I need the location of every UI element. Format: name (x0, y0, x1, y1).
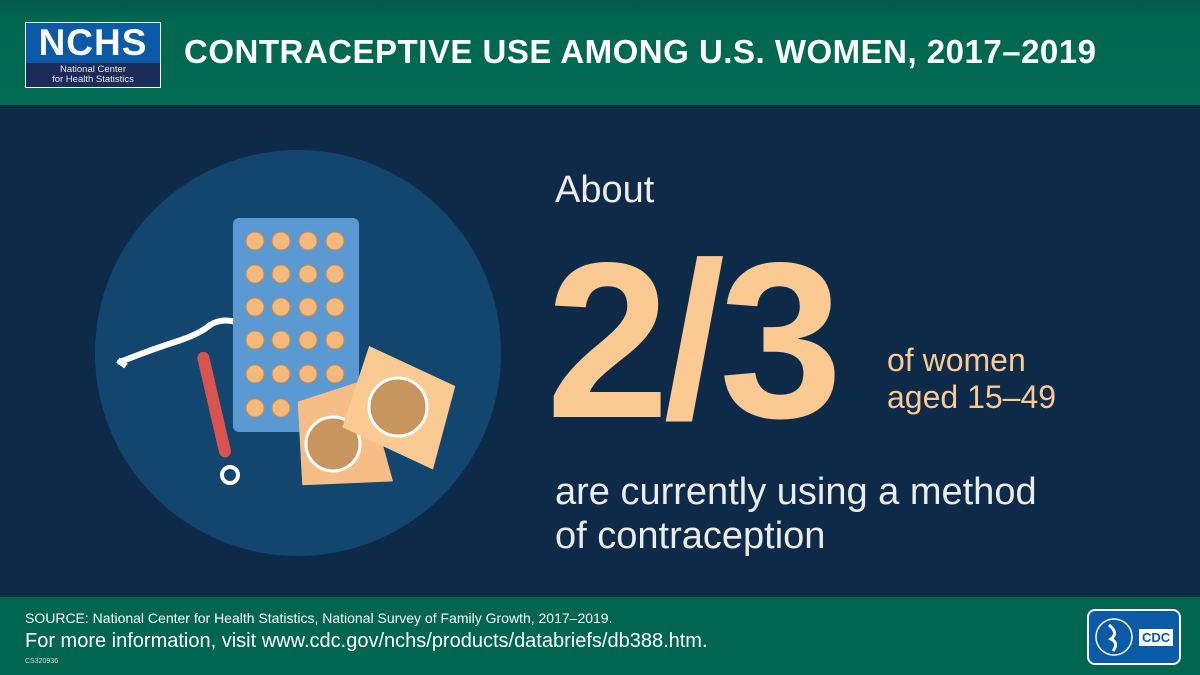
pill-icon (245, 364, 265, 384)
pill-icon (298, 364, 318, 384)
logo-sub-1: National Center (59, 64, 126, 75)
pill-icon (245, 264, 265, 284)
statement-line-1: are currently using a method (555, 471, 1037, 513)
condom-packet-icon (297, 345, 456, 486)
pill-icon (325, 330, 345, 350)
pill-icon (245, 398, 265, 418)
age-range-text: aged 15–49 (887, 379, 1057, 415)
logo-main: NCHS (26, 23, 160, 63)
fraction-stat: 2/3 (546, 217, 843, 465)
pill-icon (245, 231, 265, 251)
pill-icon (298, 231, 318, 251)
cdc-logo-text: CDC (1139, 629, 1174, 646)
pill-icon (325, 231, 345, 251)
more-info-link[interactable]: For more information, visit www.cdc.gov/… (25, 630, 708, 652)
document-code: CS320936 (25, 658, 59, 665)
pill-icon (271, 264, 291, 284)
about-text: About (555, 169, 655, 211)
statement-line-2: of contraception (555, 515, 826, 557)
hhs-eagle-icon (1095, 618, 1133, 656)
pill-icon (245, 297, 265, 317)
pill-icon (271, 231, 291, 251)
logo-sub-2: for Health Statistics (52, 74, 134, 85)
page-title: CONTRACEPTIVE USE AMONG U.S. WOMEN, 2017… (184, 33, 1097, 70)
pill-icon (271, 364, 291, 384)
header-banner: NCHS National Center for Health Statistic… (0, 0, 1200, 108)
of-women-text: of women (887, 342, 1026, 378)
footer: SOURCE: National Center for Health Stati… (0, 595, 1200, 675)
pill-icon (271, 398, 291, 418)
pill-icon (271, 330, 291, 350)
pill-icon (271, 297, 291, 317)
pill-icon (325, 364, 345, 384)
nchs-logo: NCHS National Center for Health Statistic… (25, 22, 161, 88)
pill-icon (245, 330, 265, 350)
contraceptives-illustration (116, 218, 456, 486)
pill-icon (298, 297, 318, 317)
pill-icon (298, 264, 318, 284)
pill-icon (325, 297, 345, 317)
source-text: SOURCE: National Center for Health Stati… (25, 610, 613, 626)
pill-icon (325, 264, 345, 284)
cdc-logo: CDC (1087, 609, 1181, 665)
pill-icon (298, 330, 318, 350)
iud-icon (116, 317, 240, 485)
